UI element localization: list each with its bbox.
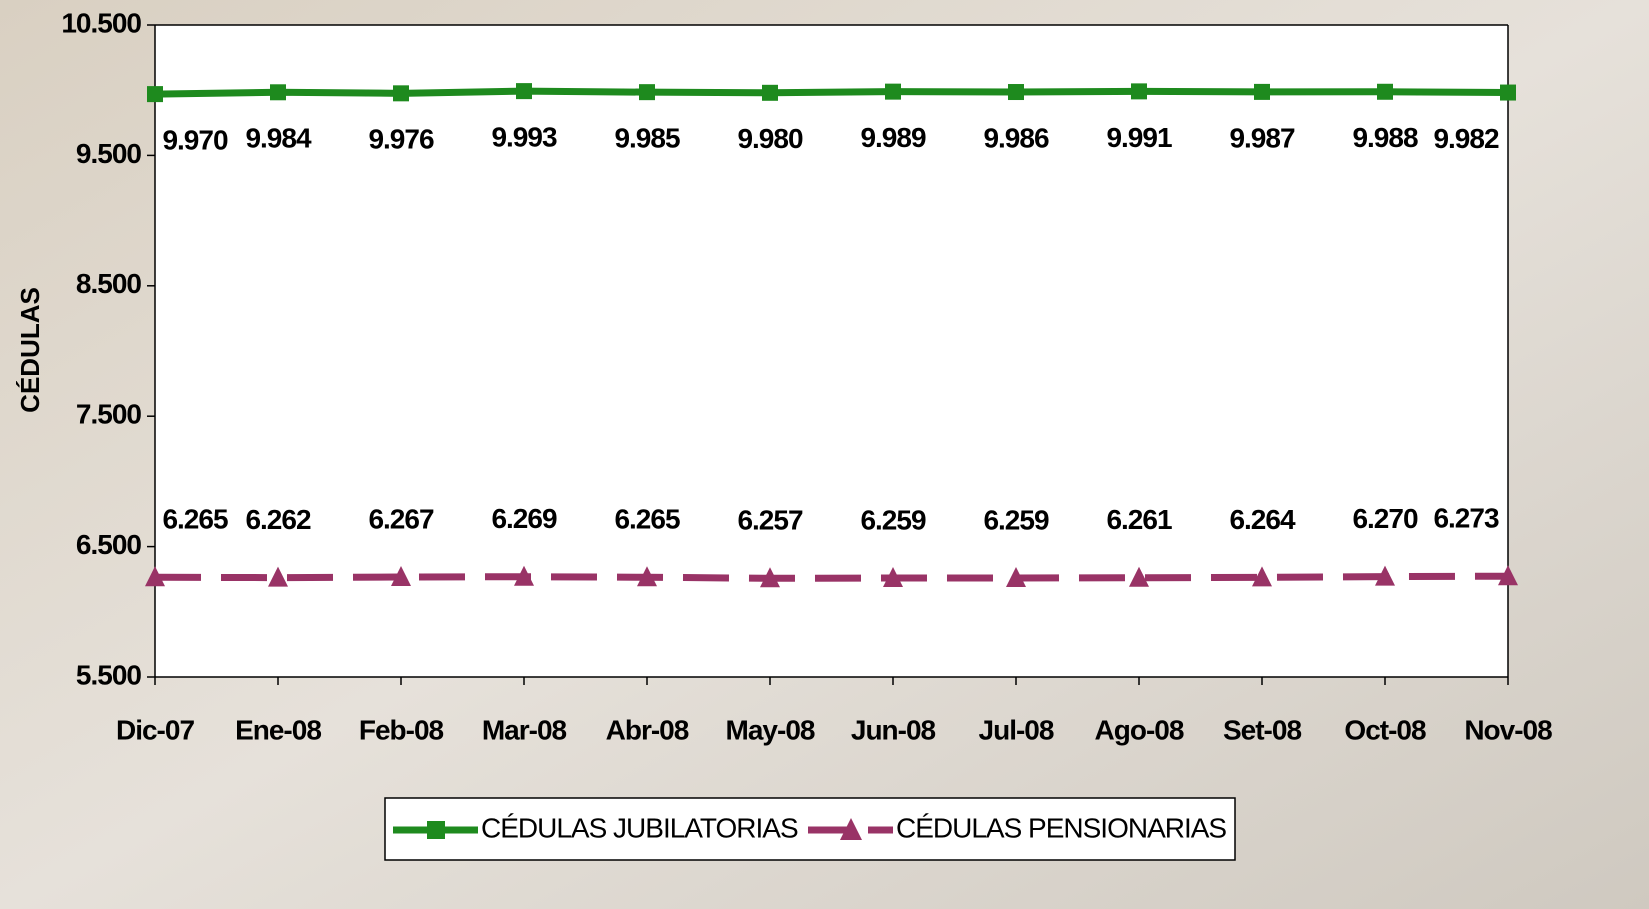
x-tick-label: Ene-08 bbox=[235, 714, 321, 745]
point-marker bbox=[393, 85, 409, 102]
series-line bbox=[154, 572, 1509, 582]
x-tick-label: Mar-08 bbox=[482, 714, 567, 745]
data-label: 6.270 bbox=[1352, 503, 1417, 534]
y-axis-title: CÉDULAS bbox=[15, 287, 45, 413]
x-tick-label: Dic-07 bbox=[116, 714, 194, 745]
legend-label: CÉDULAS JUBILATORIAS bbox=[481, 812, 798, 843]
point-marker bbox=[391, 565, 411, 586]
x-tick-label: Oct-08 bbox=[1344, 714, 1426, 745]
y-tick-label: 7.500 bbox=[76, 399, 141, 430]
point-marker bbox=[1252, 566, 1272, 587]
point-marker bbox=[145, 566, 165, 587]
data-label: 9.984 bbox=[245, 123, 311, 154]
data-label: 9.989 bbox=[860, 122, 925, 153]
data-label: 9.986 bbox=[983, 122, 1048, 153]
data-label: 9.982 bbox=[1433, 123, 1498, 154]
point-marker bbox=[1377, 83, 1393, 100]
y-tick-label: 6.500 bbox=[76, 529, 141, 560]
point-marker bbox=[270, 84, 286, 101]
y-tick-label: 10.500 bbox=[61, 7, 141, 38]
point-marker bbox=[516, 83, 532, 100]
point-marker bbox=[268, 566, 288, 587]
point-marker bbox=[1131, 83, 1147, 100]
x-tick-label: Jul-08 bbox=[979, 714, 1054, 745]
x-tick-label: Feb-08 bbox=[359, 714, 444, 745]
point-marker bbox=[1498, 565, 1518, 586]
data-label: 6.257 bbox=[737, 505, 802, 536]
point-marker bbox=[1129, 566, 1149, 587]
legend-label: CÉDULAS PENSIONARIAS bbox=[896, 812, 1226, 843]
x-tick-label: Nov-08 bbox=[1464, 714, 1552, 745]
legend-swatch-marker bbox=[427, 821, 445, 839]
point-marker bbox=[147, 86, 163, 103]
data-label: 9.988 bbox=[1352, 122, 1417, 153]
y-tick-label: 9.500 bbox=[76, 138, 141, 169]
data-label: 6.259 bbox=[860, 504, 925, 535]
x-tick-label: Jun-08 bbox=[851, 714, 936, 745]
point-marker bbox=[637, 566, 657, 587]
data-label: 9.970 bbox=[162, 125, 227, 156]
data-label: 6.264 bbox=[1229, 504, 1295, 535]
data-label: 9.993 bbox=[491, 122, 556, 153]
point-marker bbox=[1006, 567, 1026, 588]
series-line bbox=[154, 87, 1509, 98]
point-marker bbox=[1254, 83, 1270, 100]
data-label: 9.991 bbox=[1106, 122, 1171, 153]
x-tick-label: May-08 bbox=[726, 714, 815, 745]
data-label: 9.987 bbox=[1229, 122, 1294, 153]
legend bbox=[384, 797, 1236, 861]
data-label: 6.265 bbox=[614, 504, 679, 535]
point-marker bbox=[885, 83, 901, 100]
point-marker bbox=[639, 84, 655, 101]
point-marker bbox=[760, 567, 780, 588]
data-label: 6.267 bbox=[368, 503, 433, 534]
data-label: 6.265 bbox=[162, 504, 227, 535]
point-marker bbox=[514, 565, 534, 586]
data-label: 6.259 bbox=[983, 504, 1048, 535]
data-label: 6.273 bbox=[1433, 503, 1498, 534]
data-label: 6.262 bbox=[245, 504, 310, 535]
data-label: 9.980 bbox=[737, 123, 802, 154]
x-tick-label: Set-08 bbox=[1223, 714, 1301, 745]
data-label: 9.985 bbox=[614, 123, 679, 154]
plot-area bbox=[155, 25, 1508, 677]
y-tick-label: 5.500 bbox=[76, 659, 141, 690]
data-label: 6.269 bbox=[491, 503, 556, 534]
point-marker bbox=[883, 567, 903, 588]
point-marker bbox=[1375, 565, 1395, 586]
legend-swatch-marker bbox=[840, 818, 862, 840]
y-tick-label: 8.500 bbox=[76, 268, 141, 299]
point-marker bbox=[1008, 84, 1024, 101]
x-tick-label: Abr-08 bbox=[606, 714, 689, 745]
point-marker bbox=[762, 84, 778, 101]
data-label: 9.976 bbox=[368, 124, 433, 155]
point-marker bbox=[1500, 84, 1516, 101]
x-tick-label: Ago-08 bbox=[1095, 714, 1184, 745]
data-label: 6.261 bbox=[1106, 504, 1171, 535]
